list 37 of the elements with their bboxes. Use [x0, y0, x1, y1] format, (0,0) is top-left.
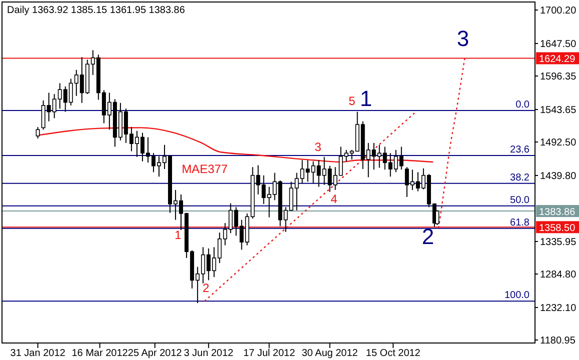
annotation: 0.0 — [516, 100, 530, 111]
y-tick-label: 1180.95 — [540, 335, 576, 346]
annotation: 50.0 — [510, 194, 530, 206]
x-tick-label: 25 Apr 2012 — [128, 348, 182, 359]
annotation: 4 — [330, 192, 338, 206]
ref-line-label: 1383.86 — [539, 207, 576, 218]
y-tick-label: 1284.80 — [540, 269, 577, 280]
y-tick-label: 1439.80 — [540, 170, 577, 182]
annotation: 100.0 — [504, 290, 530, 302]
annotation: 61.8 — [510, 217, 530, 228]
annotation: 23.6 — [510, 144, 530, 156]
x-tick-label: 30 Aug 2012 — [302, 348, 358, 359]
y-tick-label: 1232.10 — [540, 302, 577, 314]
chart-title: Daily 1363.92 1385.15 1361.95 1383.86 — [7, 5, 186, 16]
x-tick-label: 17 Jul 2012 — [243, 348, 296, 359]
series-label: MAE377 — [182, 162, 228, 176]
y-tick-label: 1335.95 — [540, 236, 577, 248]
x-tick-label: 16 Mar 2012 — [72, 348, 128, 359]
annotation: 38.2 — [510, 172, 530, 184]
ref-line-label: 1358.50 — [539, 223, 576, 234]
annotation: 3 — [314, 140, 322, 154]
annotation: 2 — [202, 281, 210, 296]
y-tick-label: 1492.50 — [540, 137, 577, 148]
annotation: 5 — [348, 94, 356, 108]
ref-line-label: 1624.29 — [539, 54, 576, 66]
x-tick-label: 3 Jun 2012 — [184, 348, 234, 359]
x-tick-label: 31 Jan 2012 — [10, 348, 66, 359]
y-tick-label: 1543.65 — [540, 104, 577, 116]
y-tick-label: 1596.35 — [540, 72, 577, 82]
annotation: 1 — [174, 228, 182, 242]
candlestick — [36, 126, 40, 139]
annotation: 1 — [360, 86, 372, 111]
y-tick-label: 1700.20 — [540, 6, 577, 17]
y-tick-label: 1647.50 — [540, 38, 577, 50]
annotation: 2 — [422, 224, 434, 249]
x-tick-label: 15 Oct 2012 — [366, 348, 421, 359]
annotation: 3 — [456, 26, 470, 51]
